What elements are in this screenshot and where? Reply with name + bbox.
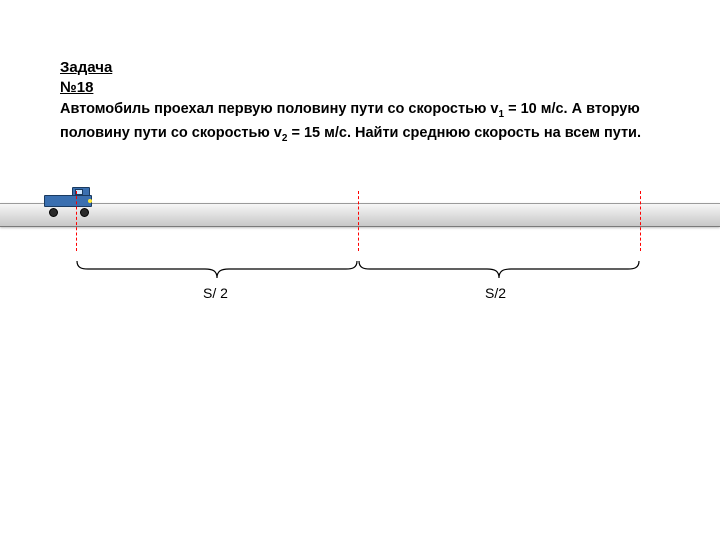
segment-label-1: S/2 (485, 285, 506, 301)
title-line1: Задача (60, 59, 112, 76)
problem-statement: Автомобиль проехал первую половину пути … (60, 98, 660, 147)
tick-mark-2 (640, 191, 641, 251)
title-line2: №18 (60, 79, 93, 96)
road-diagram (0, 195, 720, 235)
text-part1: Автомобиль проехал первую половину пути … (60, 101, 498, 117)
segment-label-0: S/ 2 (203, 285, 228, 301)
road-surface (0, 203, 720, 227)
tick-mark-1 (358, 191, 359, 251)
problem-title: Задача №18 (60, 58, 112, 97)
segment-brace-1 (358, 260, 640, 280)
segment-brace-0 (76, 260, 358, 280)
tick-mark-0 (76, 191, 77, 251)
text-part3: = 15 м/с. Найти среднюю скорость на всем… (287, 125, 641, 141)
car-icon (44, 187, 92, 215)
